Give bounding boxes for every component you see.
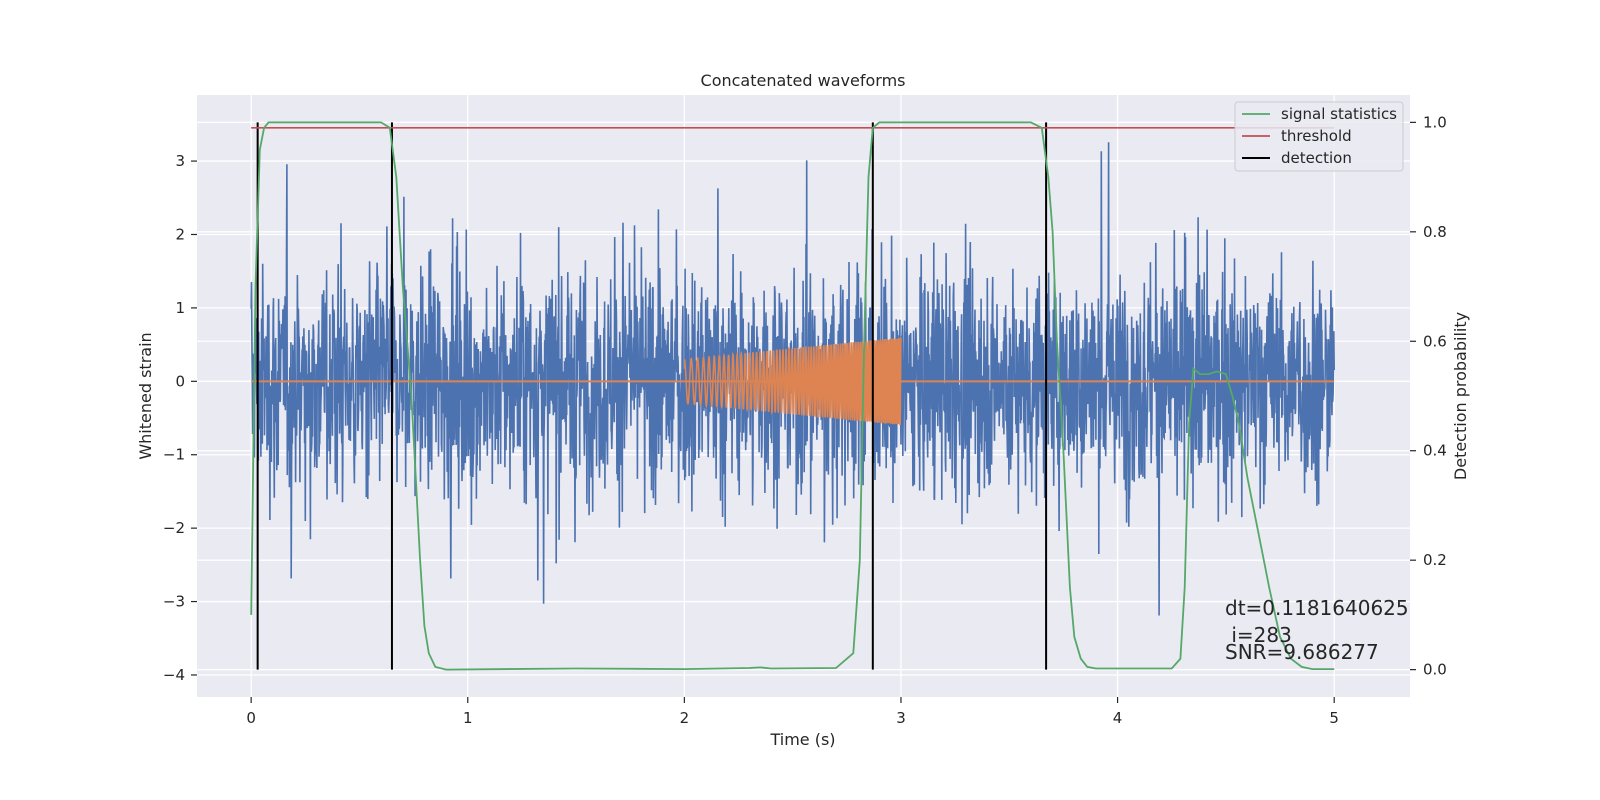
y-tick-label-3: −1 — [163, 446, 185, 464]
chart-title: Concatenated waveforms — [701, 71, 906, 90]
y-tick-label-7: 3 — [175, 152, 185, 170]
legend: signal statistics threshold detection — [1234, 101, 1404, 172]
x-tick-label-4: 4 — [1113, 709, 1123, 727]
legend-label-signal-statistics: signal statistics — [1281, 105, 1397, 123]
y-tick-label-4: 0 — [175, 372, 185, 390]
x-axis-ticks: 0 1 2 3 4 5 — [246, 697, 1339, 727]
y-tick-label-0: −4 — [163, 666, 185, 684]
right-tick-label-3: 0.6 — [1423, 332, 1447, 350]
x-tick-label-3: 3 — [896, 709, 906, 727]
legend-label-detection: detection — [1281, 149, 1352, 167]
y-tick-label-5: 1 — [175, 299, 185, 317]
waveform-series-line — [683, 337, 902, 426]
detection-lines — [256, 122, 1048, 670]
y-tick-label-1: −3 — [163, 593, 185, 611]
right-tick-label-4: 0.8 — [1423, 223, 1447, 241]
annotation-index: i=283 — [1225, 623, 1292, 647]
annotation-dt: dt=0.1181640625 — [1225, 596, 1409, 620]
y-axis-label: Whitened strain — [136, 332, 155, 459]
right-tick-label-1: 0.2 — [1423, 551, 1447, 569]
legend-box — [1234, 101, 1404, 172]
x-tick-label-2: 2 — [680, 709, 690, 727]
y-axis-ticks: −4 −3 −2 −1 0 1 2 3 — [163, 152, 197, 684]
right-tick-label-5: 1.0 — [1423, 113, 1447, 131]
right-axis-label: Detection probability — [1451, 312, 1470, 480]
x-tick-label-1: 1 — [463, 709, 473, 727]
y-tick-label-2: −2 — [163, 519, 185, 537]
y-tick-label-6: 2 — [175, 225, 185, 243]
right-tick-label-2: 0.4 — [1423, 442, 1447, 460]
signal-statistics-line — [250, 121, 1335, 671]
right-tick-label-0: 0.0 — [1423, 661, 1447, 679]
legend-label-threshold: threshold — [1281, 127, 1352, 145]
annotation-snr: SNR=9.686277 — [1225, 640, 1379, 664]
x-tick-label-0: 0 — [246, 709, 256, 727]
x-tick-label-5: 5 — [1329, 709, 1339, 727]
right-axis-ticks: 0.0 0.2 0.4 0.6 0.8 1.0 — [1410, 113, 1447, 679]
x-axis-label: Time (s) — [769, 730, 835, 749]
